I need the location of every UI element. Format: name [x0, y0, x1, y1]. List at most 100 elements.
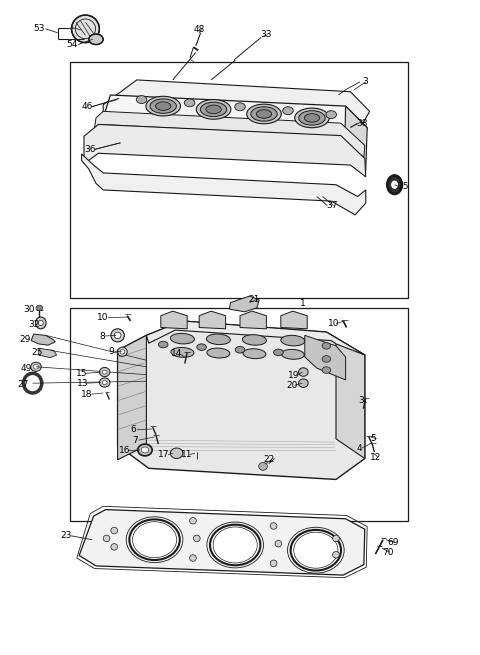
Ellipse shape [270, 560, 277, 567]
Ellipse shape [138, 444, 152, 456]
Ellipse shape [103, 535, 110, 542]
Text: 9: 9 [108, 346, 114, 356]
Ellipse shape [206, 105, 221, 114]
Text: 30: 30 [23, 305, 35, 314]
Ellipse shape [299, 379, 308, 388]
Text: 27: 27 [17, 380, 28, 389]
Ellipse shape [99, 367, 110, 377]
Ellipse shape [114, 332, 121, 339]
Text: 54: 54 [66, 40, 78, 49]
Ellipse shape [281, 349, 304, 360]
Text: 5: 5 [371, 434, 376, 443]
Ellipse shape [291, 530, 341, 571]
Polygon shape [146, 321, 365, 355]
Ellipse shape [207, 348, 230, 358]
Ellipse shape [190, 555, 196, 561]
Ellipse shape [146, 96, 180, 116]
Text: 16: 16 [119, 446, 131, 455]
Ellipse shape [322, 367, 331, 373]
Ellipse shape [206, 334, 230, 345]
Ellipse shape [156, 102, 171, 111]
Polygon shape [118, 335, 146, 460]
Text: 10: 10 [97, 313, 109, 322]
Ellipse shape [275, 540, 282, 547]
Ellipse shape [256, 109, 272, 119]
Ellipse shape [247, 104, 281, 124]
Ellipse shape [322, 356, 331, 362]
Ellipse shape [295, 108, 329, 128]
Text: 21: 21 [249, 295, 260, 304]
Text: 18: 18 [81, 390, 92, 399]
Ellipse shape [333, 552, 339, 558]
Ellipse shape [391, 180, 398, 189]
Polygon shape [38, 348, 57, 358]
Bar [70, 308, 408, 521]
Text: 48: 48 [193, 25, 205, 34]
Ellipse shape [259, 462, 267, 470]
Ellipse shape [270, 523, 277, 529]
Polygon shape [161, 311, 187, 329]
Polygon shape [199, 311, 226, 329]
Text: 1: 1 [300, 299, 305, 308]
Bar [70, 62, 408, 298]
Ellipse shape [235, 103, 245, 111]
Polygon shape [118, 321, 365, 479]
Text: 19: 19 [288, 371, 300, 380]
Text: 7: 7 [132, 436, 138, 445]
Ellipse shape [118, 347, 127, 356]
Polygon shape [326, 332, 365, 458]
Ellipse shape [304, 113, 320, 122]
Ellipse shape [200, 102, 227, 117]
Text: 20: 20 [286, 381, 298, 390]
Text: 12: 12 [370, 453, 381, 462]
Ellipse shape [130, 519, 180, 560]
Ellipse shape [38, 320, 43, 326]
Text: 8: 8 [99, 331, 105, 341]
Ellipse shape [281, 335, 305, 346]
Ellipse shape [193, 535, 200, 542]
Text: 33: 33 [261, 30, 272, 39]
Text: 3: 3 [358, 396, 364, 405]
Ellipse shape [210, 525, 260, 565]
Ellipse shape [299, 368, 308, 376]
Text: 32: 32 [28, 320, 39, 329]
Ellipse shape [251, 107, 277, 121]
Text: 13: 13 [77, 379, 88, 388]
Polygon shape [79, 510, 365, 575]
Text: 36: 36 [84, 145, 96, 154]
Ellipse shape [190, 517, 196, 524]
Ellipse shape [99, 378, 110, 387]
Ellipse shape [158, 341, 168, 348]
Text: 4: 4 [356, 443, 362, 453]
Ellipse shape [283, 107, 293, 115]
Text: 22: 22 [263, 455, 275, 464]
Ellipse shape [387, 176, 402, 194]
Text: 14: 14 [170, 349, 182, 358]
Text: 29: 29 [19, 335, 31, 344]
Ellipse shape [171, 347, 194, 358]
Text: 10: 10 [328, 319, 339, 328]
Ellipse shape [242, 335, 266, 345]
Ellipse shape [89, 34, 103, 45]
Ellipse shape [72, 15, 99, 43]
Text: 49: 49 [20, 364, 32, 373]
Polygon shape [345, 106, 367, 170]
Polygon shape [281, 311, 307, 329]
Text: 35: 35 [397, 182, 409, 191]
Ellipse shape [243, 348, 266, 359]
Text: 70: 70 [382, 548, 394, 557]
Ellipse shape [102, 370, 107, 374]
Text: 17: 17 [158, 450, 170, 459]
Polygon shape [82, 154, 366, 215]
Text: 3: 3 [362, 77, 368, 86]
Text: 53: 53 [34, 24, 45, 33]
Text: 11: 11 [181, 450, 193, 459]
Polygon shape [229, 296, 259, 312]
Ellipse shape [322, 343, 331, 349]
Ellipse shape [120, 349, 125, 354]
Ellipse shape [111, 329, 124, 342]
Ellipse shape [333, 535, 339, 542]
Text: 38: 38 [357, 119, 368, 128]
Polygon shape [103, 80, 370, 138]
Polygon shape [84, 124, 366, 177]
